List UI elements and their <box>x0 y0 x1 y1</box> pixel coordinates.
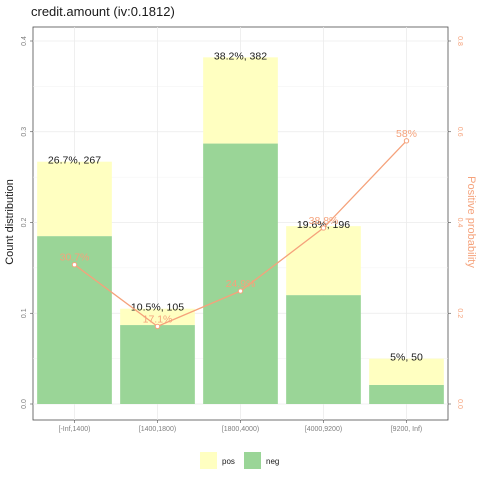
y-tick-label: 0.3 <box>21 127 28 137</box>
bar-pos <box>203 57 278 144</box>
y2-tick-label: 0.4 <box>456 218 463 228</box>
probability-label: 30.7% <box>60 252 90 264</box>
x-tick-label: [9200, Inf) <box>391 426 423 433</box>
legend: pos neg <box>200 452 279 469</box>
x-tick-label: [1800,4000) <box>222 426 259 433</box>
bar-neg <box>203 143 278 405</box>
y2-tick-label: 0.2 <box>456 308 463 318</box>
legend-swatch-neg <box>244 452 261 469</box>
bar-neg <box>286 295 361 404</box>
y-tick-label: 0.2 <box>21 218 28 228</box>
y2-tick-label: 0.0 <box>456 399 463 409</box>
bar-neg <box>120 325 195 404</box>
probability-point <box>320 225 327 231</box>
probability-label: 17.1% <box>143 313 173 325</box>
bar-label: 19.6%, 196 <box>297 219 350 231</box>
bar-pos <box>286 226 361 296</box>
plot-area: 0.0 0.1 0.2 0.3 0.4 0.0 0.2 0.4 0.6 0.8 [-Inf,1400… <box>21 26 463 433</box>
bar-label: 38.2%, 382 <box>214 50 267 62</box>
probability-label: 58% <box>396 128 417 140</box>
bar-label: 5%, 50 <box>390 352 423 364</box>
y-tick-label: 0.4 <box>21 36 28 46</box>
probability-label: 38.8% <box>309 215 339 227</box>
probability-point <box>71 261 78 268</box>
x-tick-label: [4000,9200) <box>305 426 342 433</box>
legend-swatch-pos <box>200 452 217 469</box>
probability-label: 24.9% <box>226 278 256 290</box>
y2-tick-label: 0.8 <box>456 36 463 46</box>
chart-title: credit.amount (iv:0.1812) <box>31 4 175 19</box>
bar-pos <box>369 358 444 385</box>
y2-tick-label: 0.6 <box>456 127 463 137</box>
bar-neg <box>369 384 444 404</box>
legend-label-neg: neg <box>266 457 279 466</box>
bar-pos <box>37 161 112 237</box>
bar-label: 26.7%, 267 <box>48 155 101 167</box>
probability-point <box>154 323 161 330</box>
bar-label: 10.5%, 105 <box>131 302 184 314</box>
y-tick-label: 0.0 <box>21 399 28 409</box>
legend-label-pos: pos <box>222 457 235 466</box>
y-axis-label: Count distribution <box>4 179 16 265</box>
y-tick-label: 0.1 <box>21 308 28 318</box>
x-tick-label: [1400,1800) <box>139 426 176 433</box>
y2-axis-label: Positive probability <box>465 176 477 268</box>
x-tick-label: [-Inf,1400) <box>59 426 91 433</box>
probability-point <box>403 138 410 144</box>
probability-point <box>237 288 244 294</box>
